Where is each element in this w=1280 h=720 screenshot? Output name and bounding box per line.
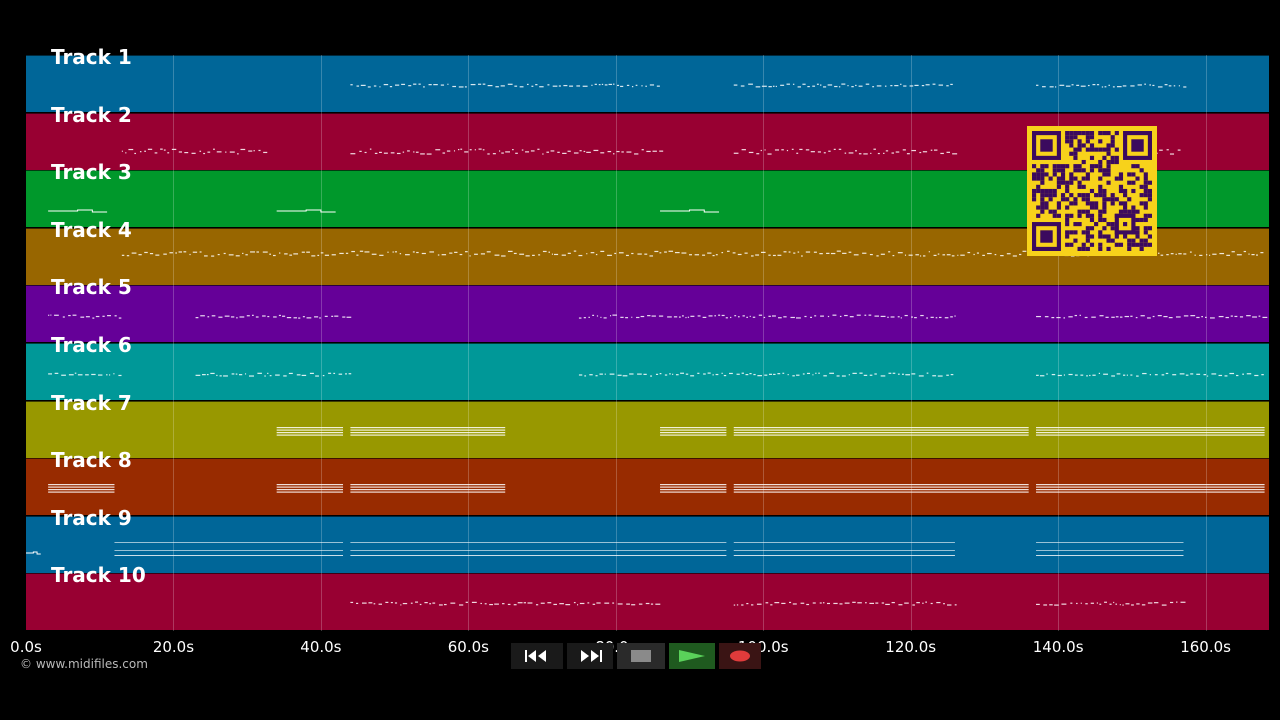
timeline-tick-label: 0.0s <box>10 638 42 656</box>
transport-controls <box>511 643 761 669</box>
fast-forward-icon <box>581 650 602 662</box>
copyright-text: © www.midifiles.com <box>20 657 148 671</box>
timeline-gridline <box>173 55 175 631</box>
track-lane-8[interactable] <box>26 458 1269 516</box>
rewind-icon <box>525 650 546 662</box>
track-notes <box>48 372 1264 377</box>
track-notes <box>26 541 1184 556</box>
timeline-tick-label: 20.0s <box>152 638 195 656</box>
track-notes <box>48 314 1268 320</box>
stop-button[interactable] <box>617 643 665 669</box>
timeline-gridline <box>910 55 912 631</box>
record-button[interactable] <box>719 643 761 669</box>
track-label-2: Track 2 <box>51 102 132 127</box>
track-lane-1[interactable] <box>26 55 1269 112</box>
timeline-gridline <box>468 55 470 631</box>
track-lane-6[interactable] <box>26 343 1269 400</box>
track-notes <box>121 250 1264 257</box>
track-label-3: Track 3 <box>51 160 132 185</box>
fast-forward-button[interactable] <box>567 643 613 669</box>
track-notes <box>350 601 1186 607</box>
track-lane-10[interactable] <box>26 573 1269 631</box>
timeline-gridline <box>1205 55 1207 631</box>
timeline-tick-label: 60.0s <box>447 638 489 656</box>
track-label-5: Track 5 <box>51 275 132 300</box>
qr-code-icon <box>1027 126 1157 256</box>
timeline-tick-label: 140.0s <box>1032 638 1084 656</box>
track-label-8: Track 8 <box>51 448 132 473</box>
track-notes <box>276 426 1265 436</box>
timeline-gridline <box>615 55 617 631</box>
rewind-button[interactable] <box>511 643 563 669</box>
track-lane-7[interactable] <box>26 400 1269 458</box>
track-notes <box>48 484 1265 493</box>
track-label-9: Track 9 <box>51 505 132 530</box>
timeline-gridline <box>320 55 322 631</box>
track-label-10: Track 10 <box>51 563 146 588</box>
timeline-gridline <box>1058 55 1060 631</box>
timeline-tick-label: 120.0s <box>885 638 937 656</box>
track-notes <box>48 209 720 213</box>
track-label-7: Track 7 <box>51 390 132 415</box>
track-label-6: Track 6 <box>51 333 132 357</box>
timeline-tick-label: 40.0s <box>300 638 342 656</box>
timeline-gridline <box>763 55 765 631</box>
record-icon <box>730 650 750 662</box>
timeline-tick-label: 160.0s <box>1180 638 1231 656</box>
track-notes <box>350 83 1187 88</box>
track-label-1: Track 1 <box>51 45 132 69</box>
play-button[interactable] <box>669 643 715 669</box>
track-lane-9[interactable] <box>26 515 1269 573</box>
track-lane-5[interactable] <box>26 285 1269 343</box>
track-label-4: Track 4 <box>51 217 132 242</box>
stop-icon <box>631 650 651 662</box>
play-icon <box>679 650 705 662</box>
